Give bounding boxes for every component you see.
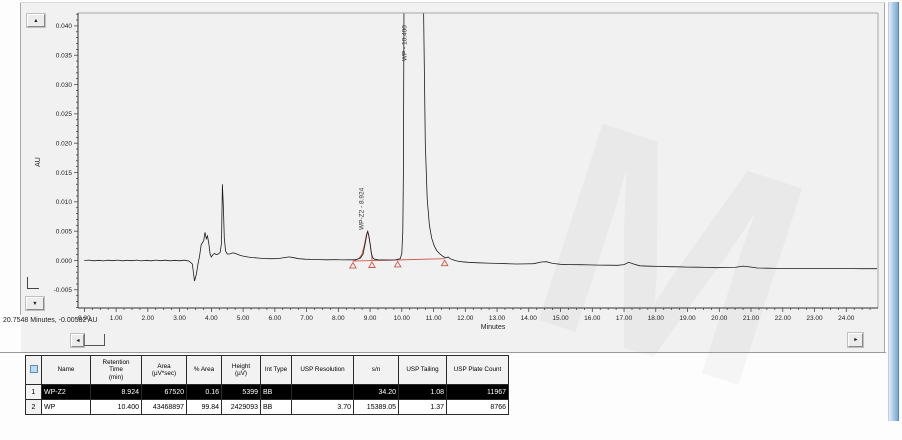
table-corner-icon — [29, 364, 38, 373]
svg-text:0.000: 0.000 — [56, 258, 73, 265]
table-cell[interactable]: BB — [260, 399, 292, 415]
svg-text:1.00: 1.00 — [110, 315, 123, 322]
svg-text:21.00: 21.00 — [743, 315, 760, 322]
svg-text:2.00: 2.00 — [142, 315, 155, 322]
chromatogram-plot[interactable]: -0.005 0.000 0.005 0.010 0.015 0.020 0.025 0.03… — [0, 0, 902, 352]
table-cell[interactable]: BB — [260, 384, 292, 400]
hscroll-track[interactable] — [84, 334, 105, 346]
table-cell[interactable]: 8.924 — [90, 384, 142, 400]
table-cell[interactable]: 3.70 — [291, 399, 354, 415]
row-number: 1 — [25, 384, 42, 400]
svg-text:0.025: 0.025 — [56, 111, 73, 118]
table-cell[interactable]: WP-Z2 — [41, 384, 91, 400]
svg-text:17.00: 17.00 — [616, 315, 633, 322]
svg-text:6.00: 6.00 — [268, 315, 281, 322]
column-header: USP Plate Count — [446, 355, 509, 385]
svg-text:11.00: 11.00 — [426, 315, 442, 322]
table-row[interactable]: 1 WP-Z2 8.924 67520 0.16 5399 BB 34.20 1.08 11967 — [25, 384, 509, 400]
svg-text:0.020: 0.020 — [56, 140, 73, 147]
table-corner-cell — [25, 355, 42, 385]
hscroll-right-button[interactable]: ► — [848, 333, 863, 347]
table-cell[interactable]: 99.84 — [186, 399, 222, 415]
cursor-position-readout: 20.7548 Minutes, -0.00582 AU — [3, 317, 98, 324]
column-header: USP Tailing — [398, 355, 447, 385]
table-cell[interactable]: 5399 — [221, 384, 261, 400]
svg-text:19.00: 19.00 — [679, 315, 696, 322]
svg-text:13.00: 13.00 — [489, 315, 506, 322]
table-cell[interactable]: 1.37 — [398, 399, 447, 415]
hscroll-left-button[interactable]: ◄ — [71, 334, 84, 347]
svg-text:0.00: 0.00 — [78, 315, 91, 322]
svg-text:0.010: 0.010 — [56, 199, 73, 206]
chromatogram-panel — [21, 2, 884, 352]
column-header: Area (µV*sec) — [141, 355, 187, 385]
svg-text:18.00: 18.00 — [648, 315, 665, 322]
svg-text:0.015: 0.015 — [56, 170, 73, 177]
svg-text:WP-Z2 - 8.924: WP-Z2 - 8.924 — [359, 187, 366, 230]
svg-text:0.035: 0.035 — [56, 53, 73, 60]
svg-text:5.00: 5.00 — [237, 315, 250, 322]
svg-text:9.00: 9.00 — [364, 315, 377, 322]
window-edge-scrollbar[interactable] — [888, 2, 899, 421]
svg-text:Minutes: Minutes — [481, 324, 506, 331]
svg-text:24.00: 24.00 — [838, 315, 855, 322]
panel-bottom-border — [0, 352, 886, 353]
svg-text:7.00: 7.00 — [300, 315, 313, 322]
svg-text:AU: AU — [35, 157, 42, 167]
column-header: USP Resolution — [291, 355, 354, 385]
down-arrow-icon: ▼ — [32, 300, 38, 307]
column-header: Int Type — [260, 355, 292, 385]
svg-text:8.00: 8.00 — [332, 315, 345, 322]
left-arrow-icon: ◄ — [74, 337, 81, 344]
table-cell[interactable]: WP — [41, 399, 91, 415]
table-row[interactable]: 2 WP 10.400 43468897 99.84 2429093 BB 3.70 15389… — [25, 399, 509, 415]
right-arrow-icon: ► — [852, 337, 859, 343]
row-number: 2 — [25, 399, 42, 415]
scroll-up-button[interactable]: ▲ — [27, 14, 45, 27]
up-arrow-icon: ▲ — [33, 17, 39, 24]
svg-text:0.005: 0.005 — [56, 228, 73, 235]
svg-text:4.00: 4.00 — [205, 315, 218, 322]
svg-text:12.00: 12.00 — [457, 315, 474, 322]
table-cell[interactable]: 11967 — [446, 384, 509, 400]
table-cell[interactable]: 10.400 — [90, 399, 142, 415]
svg-text:0.040: 0.040 — [56, 23, 73, 30]
svg-text:14.00: 14.00 — [521, 315, 538, 322]
column-header: Height (µV) — [221, 355, 261, 385]
table-cell[interactable]: 15389.05 — [353, 399, 399, 415]
column-header: % Area — [186, 355, 222, 385]
svg-text:22.00: 22.00 — [775, 315, 792, 322]
table-cell[interactable]: 2429093 — [221, 399, 261, 415]
peak-results-table[interactable]: Name Retention Time (min) Area (µV*sec)% A… — [25, 355, 509, 415]
svg-text:20.00: 20.00 — [711, 315, 728, 322]
svg-text:10.00: 10.00 — [394, 315, 411, 322]
table-cell[interactable]: 43468897 — [141, 399, 187, 415]
table-cell[interactable]: 34.20 — [353, 384, 399, 400]
table-cell[interactable]: 1.08 — [398, 384, 447, 400]
column-header: Name — [41, 355, 91, 385]
svg-text:0.030: 0.030 — [56, 82, 73, 89]
table-cell[interactable]: 8766 — [446, 399, 509, 415]
column-header: Retention Time (min) — [90, 355, 142, 385]
table-header-row: Name Retention Time (min) Area (µV*sec)% A… — [25, 355, 509, 385]
svg-text:23.00: 23.00 — [806, 315, 823, 322]
panel-right-border — [884, 2, 885, 352]
panel-top-border — [20, 2, 885, 3]
scroll-down-button[interactable]: ▼ — [26, 297, 44, 310]
svg-text:-0.005: -0.005 — [54, 287, 73, 294]
column-header: s/n — [353, 355, 399, 385]
table-cell[interactable] — [291, 384, 354, 400]
svg-text:15.00: 15.00 — [552, 315, 569, 322]
svg-text:WP - 10.400: WP - 10.400 — [402, 25, 409, 61]
svg-text:3.00: 3.00 — [173, 315, 186, 322]
table-cell[interactable]: 67520 — [141, 384, 187, 400]
svg-text:16.00: 16.00 — [584, 315, 601, 322]
table-cell[interactable]: 0.16 — [186, 384, 222, 400]
panel-left-border — [20, 2, 21, 315]
axis-corner-icon — [27, 277, 39, 289]
